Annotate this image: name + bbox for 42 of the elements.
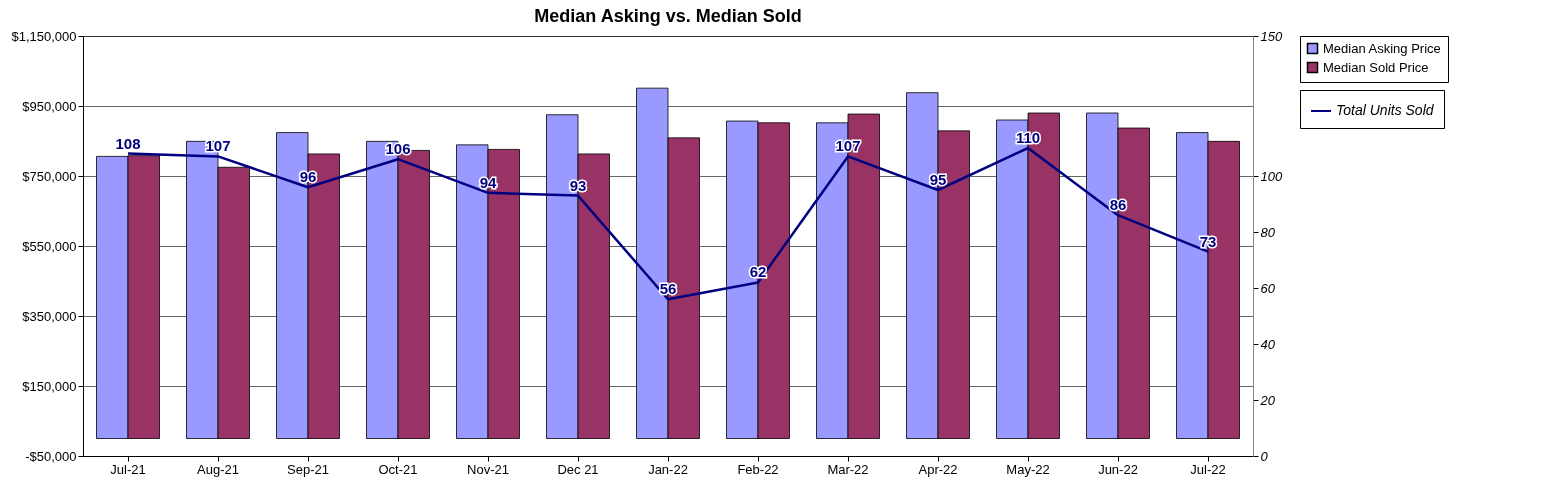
- legend-label: Median Sold Price: [1323, 59, 1429, 75]
- y-tick-label: $750,000: [22, 168, 77, 184]
- x-tick-label: Feb-22: [737, 461, 779, 477]
- y-tick-label: $550,000: [22, 238, 77, 254]
- x-tick-label: Jul-22: [1190, 461, 1226, 477]
- y2-tick-label: 100: [1260, 168, 1283, 184]
- y2-tick-label: 80: [1260, 224, 1276, 240]
- x-tick-label: Aug-21: [197, 461, 239, 477]
- data-label: 86: [1109, 196, 1127, 214]
- legend-label: Total Units Sold: [1336, 102, 1435, 118]
- y2-tick-label: 60: [1260, 280, 1276, 296]
- data-label: 106: [385, 140, 411, 158]
- x-tick-label: Oct-21: [378, 461, 418, 477]
- data-label: 56: [659, 280, 677, 298]
- y-tick-label: $950,000: [22, 98, 77, 114]
- data-label: 108: [115, 134, 141, 152]
- y-tick-label: $1,150,000: [11, 28, 77, 44]
- y2-tick-label: 0: [1260, 448, 1269, 464]
- x-tick-label: Jan-22: [648, 461, 688, 477]
- x-tick-label: Dec 21: [557, 461, 599, 477]
- legend-label: Median Asking Price: [1323, 40, 1441, 56]
- x-tick-label: Jul-21: [110, 461, 146, 477]
- data-label: 95: [929, 171, 947, 188]
- data-label: 73: [1199, 232, 1217, 250]
- data-label: 93: [569, 176, 587, 194]
- y-tick-label: $150,000: [22, 378, 77, 394]
- y2-tick-label: 150: [1260, 28, 1283, 44]
- y2-tick-label: 20: [1259, 392, 1276, 408]
- y-tick-label: -$50,000: [25, 448, 77, 464]
- x-tick-label: Sep-21: [287, 461, 329, 477]
- data-label: 107: [835, 137, 861, 155]
- x-tick-label: Mar-22: [827, 461, 869, 477]
- x-tick-label: Jun-22: [1098, 461, 1138, 477]
- y-tick-label: $350,000: [22, 308, 77, 324]
- chart-title: Median Asking vs. Median Sold: [534, 6, 802, 26]
- data-label: 107: [205, 137, 231, 155]
- x-tick-label: Nov-21: [467, 461, 509, 477]
- x-tick-label: Apr-22: [918, 461, 958, 477]
- data-label: 62: [749, 263, 767, 281]
- data-label: 96: [299, 168, 317, 186]
- y2-tick-label: 40: [1260, 336, 1276, 352]
- x-tick-label: May-22: [1006, 461, 1050, 477]
